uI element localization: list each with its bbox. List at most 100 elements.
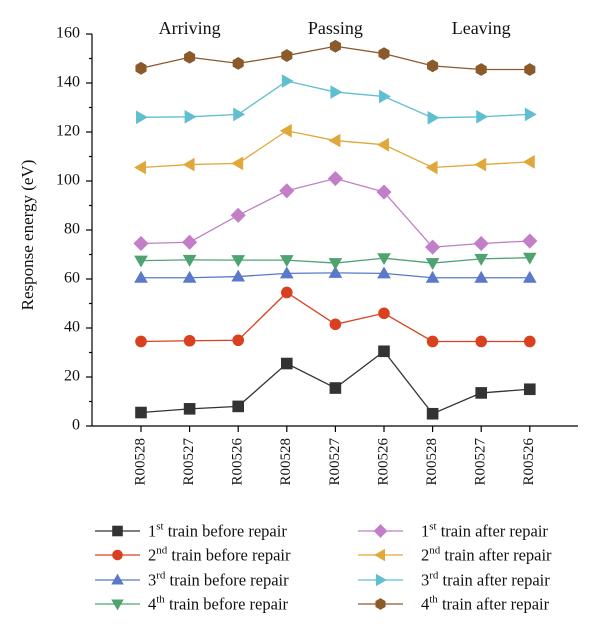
data-point	[182, 234, 198, 250]
series-6	[134, 123, 535, 175]
series-4	[134, 252, 537, 271]
legend-item: 4th train after repair	[358, 594, 550, 614]
x-tick-label: R00527	[473, 438, 489, 486]
legend-marker	[374, 548, 386, 562]
series-line	[140, 177, 530, 248]
y-tick-label: 80	[64, 221, 80, 238]
legend-series-name: train after repair	[438, 595, 550, 614]
y-tick-label: 20	[64, 368, 80, 385]
legend-label: 4th train before repair	[148, 594, 289, 614]
series-line	[140, 291, 530, 343]
data-point	[279, 266, 294, 279]
data-point	[475, 63, 487, 76]
legend-marker	[375, 573, 387, 587]
data-point	[231, 255, 246, 268]
y-tick-label: 40	[64, 319, 80, 336]
series-8	[135, 39, 536, 76]
data-point	[232, 57, 244, 70]
group-label: Arriving	[159, 18, 221, 38]
legend-series-name: train before repair	[165, 571, 289, 590]
data-point	[136, 110, 148, 125]
x-tick-label: R00528	[132, 438, 148, 486]
data-point	[133, 235, 149, 252]
data-point	[134, 270, 148, 283]
legend-series-name: train before repair	[167, 546, 291, 565]
series-3	[134, 265, 537, 283]
data-point	[474, 157, 487, 172]
data-point	[184, 50, 196, 64]
y-tick-label: 0	[72, 417, 80, 434]
data-point	[474, 270, 489, 283]
data-point	[524, 107, 537, 122]
data-point	[182, 254, 197, 267]
data-point	[427, 110, 440, 125]
data-point	[522, 270, 537, 283]
data-point	[377, 253, 391, 266]
legend-ordinal: 2	[148, 546, 156, 565]
data-point	[279, 123, 292, 138]
data-point	[327, 170, 343, 187]
legend-label: 3rd train before repair	[148, 570, 289, 590]
legend-marker	[111, 599, 124, 611]
data-point	[427, 59, 439, 73]
legend-label: 2nd train after repair	[421, 545, 552, 565]
x-tick-label: R00527	[181, 438, 197, 486]
legend-item: 3rd train after repair	[358, 570, 550, 590]
data-point	[379, 89, 391, 104]
data-point	[425, 160, 438, 175]
data-point	[328, 258, 343, 271]
data-point	[183, 403, 196, 415]
data-point	[281, 74, 294, 88]
data-point	[522, 155, 535, 169]
legend-series-name: train after repair	[437, 522, 549, 541]
legend-marker	[111, 573, 124, 585]
data-point	[377, 137, 389, 152]
data-point	[233, 107, 246, 122]
group-labels: Arriving Passing Leaving	[159, 18, 511, 38]
data-point	[329, 39, 341, 53]
data-point	[522, 252, 537, 265]
legend-series-name: train after repair	[438, 571, 550, 590]
data-point	[425, 239, 441, 255]
data-point	[184, 109, 197, 124]
legend-ordinal: 2	[421, 546, 429, 565]
legend-item: 2nd train after repair	[358, 545, 552, 565]
data-point	[230, 207, 246, 223]
group-label: Passing	[308, 18, 363, 38]
data-point	[281, 49, 293, 62]
x-tick-label: R00528	[278, 438, 294, 486]
legend-marker	[375, 598, 386, 610]
x-tick-label: R00526	[230, 438, 246, 486]
x-tick-label: R00526	[375, 438, 391, 486]
legend-ordinal-suffix: th	[429, 594, 438, 606]
series-2	[135, 286, 536, 348]
legend-item: 2nd train before repair	[95, 545, 291, 565]
legend-label: 4th train after repair	[421, 594, 550, 614]
legend-item: 3rd train before repair	[95, 570, 289, 590]
data-point	[425, 258, 440, 271]
legend-ordinal-suffix: st	[429, 521, 436, 533]
data-point	[522, 233, 538, 249]
data-point	[182, 157, 195, 172]
data-point	[474, 253, 489, 266]
data-point	[182, 270, 197, 283]
series-5	[133, 170, 538, 255]
data-point	[135, 335, 147, 348]
data-point	[280, 286, 293, 299]
data-point	[425, 270, 440, 283]
data-point	[426, 335, 439, 348]
data-point	[135, 61, 147, 75]
legend-item: 1st train after repair	[358, 521, 548, 541]
data-point	[523, 335, 536, 348]
data-point	[473, 235, 489, 252]
legend-series-name: train after repair	[440, 546, 552, 565]
legend-marker	[112, 525, 123, 537]
data-point	[426, 407, 439, 420]
legend-ordinal: 1	[148, 522, 156, 541]
data-point	[135, 406, 147, 419]
legend-ordinal: 3	[421, 571, 429, 590]
series-line	[140, 130, 530, 169]
legend-ordinal-suffix: rd	[429, 570, 439, 582]
